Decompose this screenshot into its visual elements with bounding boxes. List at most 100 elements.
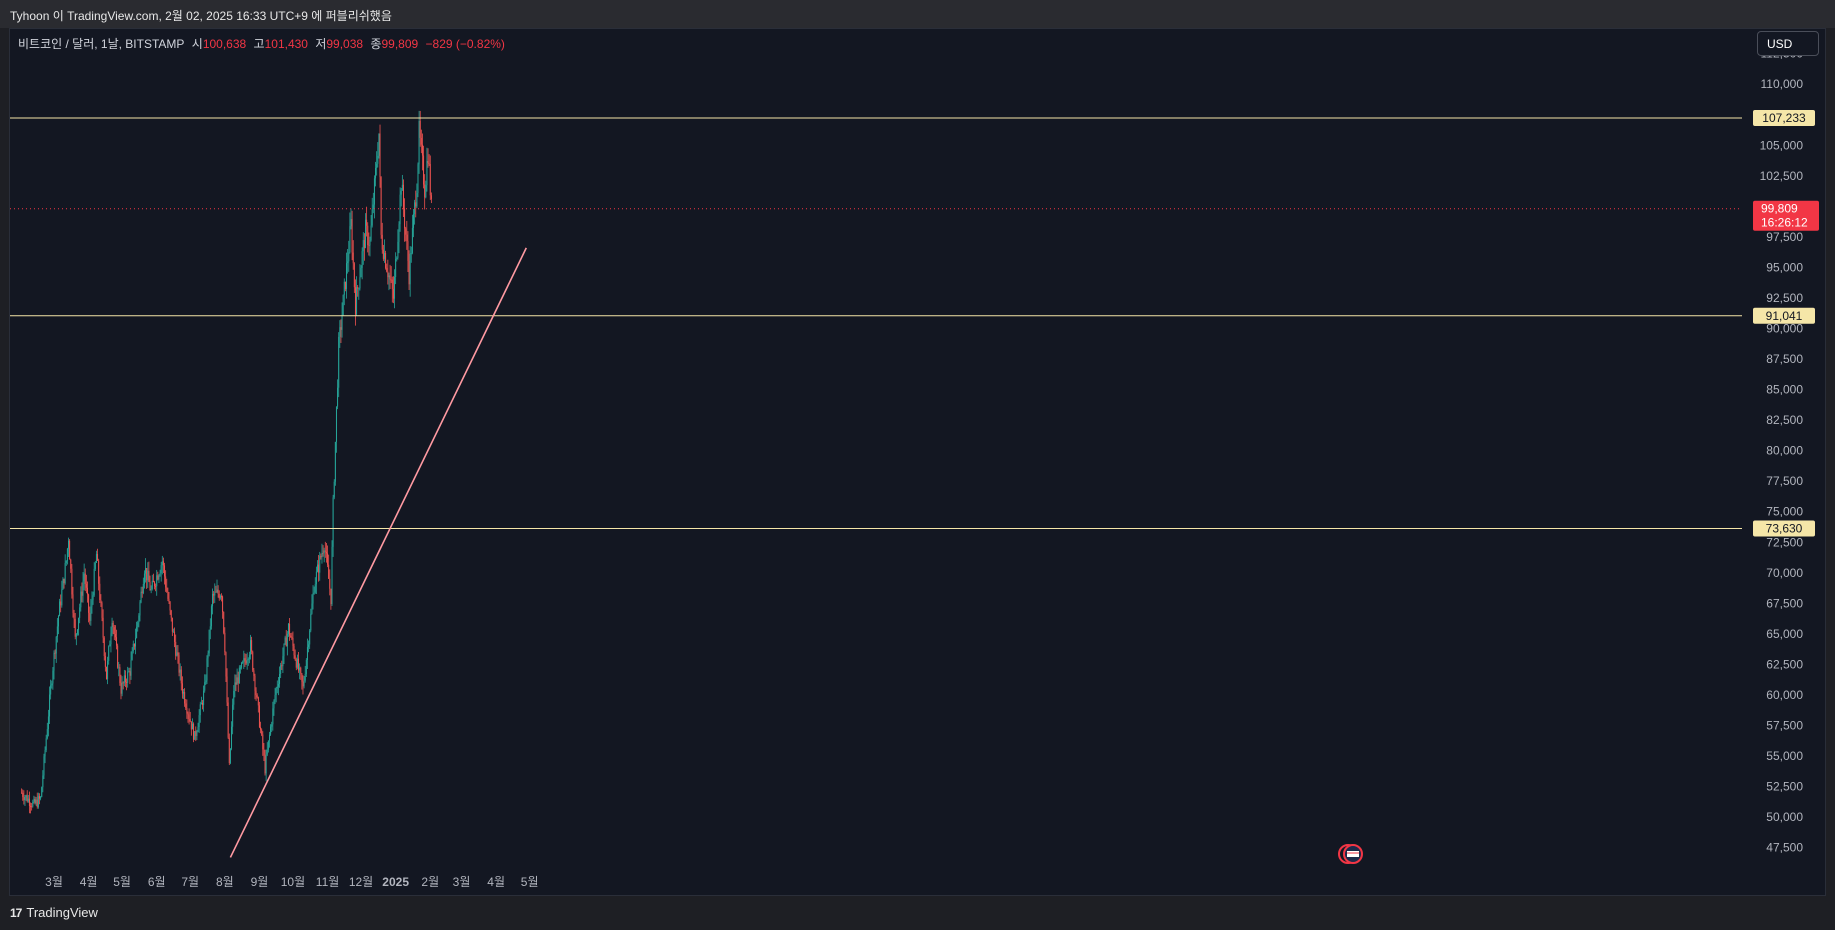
candle-body: [223, 611, 225, 633]
candle-body: [349, 226, 351, 253]
candle: [205, 674, 207, 685]
candle: [373, 175, 375, 219]
price-change: −829 (−0.82%): [425, 37, 505, 51]
candle: [74, 612, 76, 640]
candle: [339, 320, 341, 348]
candle-body: [304, 673, 306, 681]
candle-body: [37, 796, 39, 807]
candle-body: [145, 567, 147, 574]
level-tag-label: 73,630: [1766, 521, 1803, 535]
candle: [229, 748, 231, 765]
candle: [233, 685, 235, 710]
candle-body: [214, 591, 216, 596]
candle: [214, 583, 216, 603]
candle-body: [61, 589, 63, 606]
candle: [113, 624, 115, 641]
candle: [312, 585, 314, 610]
candle: [143, 570, 145, 589]
candle-body: [274, 694, 276, 701]
candle-body: [84, 573, 86, 584]
candle-body: [26, 795, 28, 802]
candle: [411, 214, 413, 255]
candle-body: [146, 567, 148, 581]
candle: [60, 594, 62, 613]
candle: [158, 574, 160, 583]
chart-frame[interactable]: [9, 28, 1826, 896]
candle: [231, 721, 233, 751]
candle: [70, 558, 72, 573]
candle: [153, 580, 155, 590]
candle-body: [243, 658, 245, 662]
candle-body: [132, 643, 134, 652]
time-tick: 5월: [113, 875, 131, 889]
published-text: Tyhoon 이 TradingView.com, 2월 02, 2025 16…: [10, 9, 392, 23]
candle-body: [80, 591, 82, 608]
candle-body: [47, 716, 49, 730]
candle: [239, 665, 241, 674]
candle: [187, 711, 189, 723]
candle-body: [127, 671, 129, 683]
candle-body: [340, 327, 342, 330]
candle-body: [86, 587, 88, 595]
candle: [123, 669, 125, 687]
candle-body: [376, 163, 378, 168]
tradingview-logo[interactable]: 17 TradingView: [10, 905, 98, 920]
candle: [256, 693, 258, 699]
candle-body: [319, 555, 321, 573]
candle: [241, 661, 243, 670]
candle: [340, 319, 342, 344]
currency-button[interactable]: USD: [1757, 31, 1819, 56]
candle-body: [62, 578, 64, 590]
candle: [31, 803, 33, 811]
candle-body: [73, 613, 75, 620]
candle-body: [302, 681, 304, 687]
candle-body: [343, 281, 345, 295]
candle: [344, 281, 346, 292]
candle-body: [24, 797, 26, 801]
candle-body: [90, 606, 92, 621]
footer-bar: [0, 896, 1835, 930]
candle: [114, 625, 116, 641]
candle-body: [28, 798, 30, 806]
candle-body: [372, 204, 374, 210]
price-tick: 70,000: [1766, 566, 1803, 580]
candle: [142, 577, 144, 595]
candle: [396, 256, 398, 262]
candle-body: [31, 806, 33, 808]
candle: [79, 603, 81, 624]
candle-body: [113, 627, 115, 635]
candle: [200, 696, 202, 705]
candle-body: [305, 659, 307, 674]
candle: [329, 569, 331, 596]
candle: [111, 617, 113, 637]
candle: [126, 678, 128, 691]
candle: [375, 161, 377, 187]
candle-body: [264, 755, 266, 774]
price-tick: 60,000: [1766, 688, 1803, 702]
candle: [427, 148, 429, 168]
candle-body: [111, 622, 113, 634]
candle: [131, 647, 133, 661]
candle: [388, 272, 390, 291]
price-tick: 95,000: [1766, 260, 1803, 274]
candle: [22, 789, 24, 801]
candle: [378, 133, 380, 159]
candle-body: [311, 603, 313, 614]
candle: [311, 594, 313, 615]
candle-body: [332, 497, 334, 547]
time-tick: 8월: [216, 875, 234, 889]
candle-body: [280, 665, 282, 674]
price-tick: 52,500: [1766, 780, 1803, 794]
candle-body: [157, 575, 159, 580]
event-flag-icon[interactable]: [1338, 844, 1363, 864]
candle-body: [341, 315, 343, 330]
candle: [270, 724, 272, 736]
candle: [328, 554, 330, 579]
candle: [348, 240, 350, 272]
candle: [124, 670, 126, 688]
candle-body: [258, 705, 260, 728]
candle-body: [172, 631, 174, 633]
ohlc-close: 종99,809: [370, 37, 419, 51]
candle: [86, 581, 88, 603]
